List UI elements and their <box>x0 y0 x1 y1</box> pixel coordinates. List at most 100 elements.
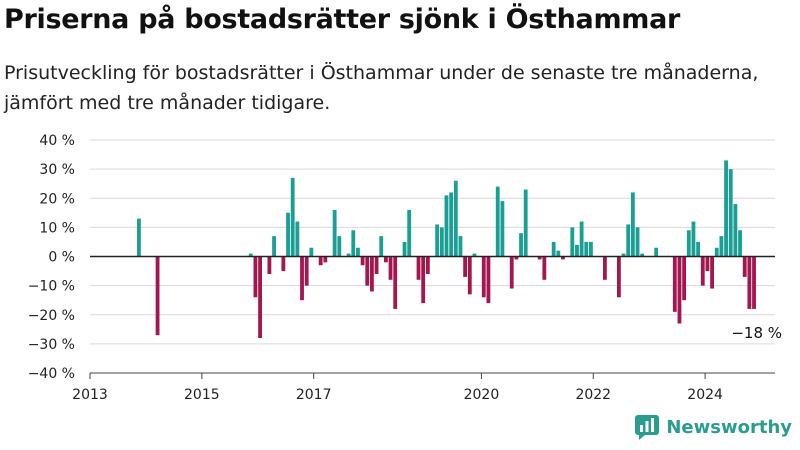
bar <box>486 256 491 304</box>
bar <box>290 177 295 257</box>
bar <box>318 256 323 266</box>
bar <box>654 247 659 257</box>
bar <box>393 256 398 309</box>
bar <box>710 256 714 289</box>
axes <box>89 255 775 379</box>
y-tick-label: 40 % <box>39 133 75 149</box>
bar <box>356 247 360 257</box>
bar <box>388 256 393 280</box>
bar <box>379 236 384 257</box>
bar <box>481 256 486 298</box>
x-tick-label: 2013 <box>72 387 108 403</box>
bar <box>425 256 430 274</box>
newsworthy-logo-icon <box>635 415 660 440</box>
bar <box>561 256 565 260</box>
x-tick-label: 2017 <box>296 387 332 403</box>
bar <box>635 227 640 257</box>
bar <box>463 256 468 277</box>
bar <box>752 256 756 309</box>
y-tick-label: 10 % <box>39 220 75 236</box>
bar <box>724 160 728 257</box>
bar <box>155 256 160 336</box>
y-tick-label: 30 % <box>39 162 75 178</box>
bar <box>137 218 141 257</box>
bar <box>407 209 412 257</box>
bar <box>439 227 444 257</box>
bar <box>747 256 752 309</box>
bar <box>705 256 710 272</box>
bar <box>304 256 309 286</box>
bar <box>523 189 528 257</box>
bar <box>551 241 556 257</box>
bar <box>258 256 262 339</box>
y-tick-label: 20 % <box>39 191 75 207</box>
bar <box>691 221 696 257</box>
bar <box>579 221 584 257</box>
bar <box>272 236 276 257</box>
bar <box>640 253 645 257</box>
tick-labels: 40 % 30 % 20 % 10 % 0 % −10 % −20 % −30 % −40 % 2… <box>28 133 782 403</box>
bar <box>672 256 677 312</box>
bar <box>281 256 286 272</box>
bar <box>542 256 547 280</box>
y-tick-label: −20 % <box>28 308 75 324</box>
bar <box>728 169 733 257</box>
bar <box>421 256 426 304</box>
bar <box>248 253 253 257</box>
y-tick-label: −10 % <box>28 279 75 295</box>
bar <box>286 212 290 257</box>
bar <box>556 250 561 257</box>
chart-title: Priserna på bostadsrätter sjönk i Östham… <box>4 4 681 35</box>
y-tick-label: −40 % <box>28 366 75 382</box>
bar <box>453 180 458 257</box>
bar <box>677 256 682 324</box>
chart-subtitle: Prisutveckling för bostadsrätter i Östha… <box>4 62 759 114</box>
bar <box>300 256 304 301</box>
bar <box>435 224 440 257</box>
y-tick-label: −30 % <box>28 337 75 353</box>
bar <box>509 256 514 289</box>
bar <box>458 236 463 257</box>
bar <box>621 253 626 257</box>
x-tick-label: 2020 <box>464 387 500 403</box>
bar <box>714 247 719 257</box>
bar <box>309 247 314 257</box>
latest-value-annotation: −18 % <box>731 324 782 342</box>
bar <box>267 256 272 274</box>
bar <box>253 256 258 298</box>
bar <box>742 256 747 277</box>
bar <box>603 256 607 280</box>
bar <box>626 224 631 257</box>
bar <box>351 230 356 257</box>
bar <box>584 241 589 257</box>
bar <box>295 221 300 257</box>
bar <box>495 186 500 257</box>
brand-name: Newsworthy <box>666 416 792 438</box>
y-tick-label: 0 % <box>48 250 75 266</box>
bar <box>365 256 370 286</box>
bar <box>332 209 337 257</box>
bar <box>370 256 374 292</box>
bar <box>733 204 738 257</box>
bar <box>616 256 621 298</box>
x-tick-label: 2024 <box>687 387 723 403</box>
bar <box>383 256 388 263</box>
brand[interactable]: Newsworthy <box>634 414 792 440</box>
bar <box>500 201 505 257</box>
bar <box>589 241 593 257</box>
bar <box>686 230 691 257</box>
bar <box>537 256 542 260</box>
bar <box>449 192 454 257</box>
bars <box>137 160 756 339</box>
bar <box>374 256 379 274</box>
bar <box>738 230 742 257</box>
bar <box>402 241 407 257</box>
bar <box>696 241 701 257</box>
bar <box>323 256 328 263</box>
bar <box>700 256 705 286</box>
bar <box>346 253 351 257</box>
bar <box>575 244 579 257</box>
x-tick-label: 2015 <box>184 387 220 403</box>
x-tick-label: 2022 <box>575 387 611 403</box>
